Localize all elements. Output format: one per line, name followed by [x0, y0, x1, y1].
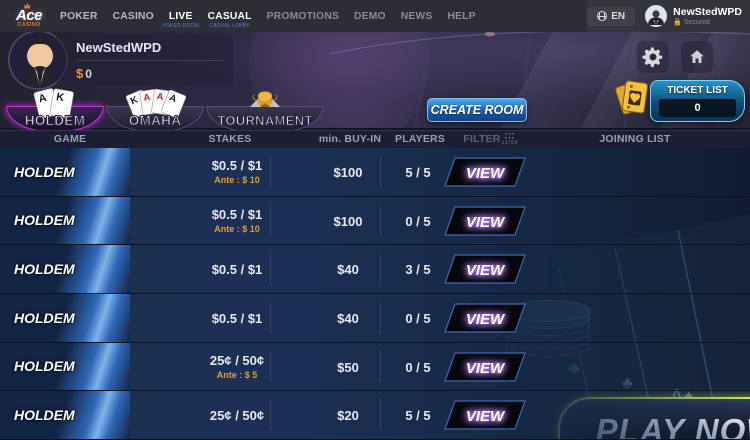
- svg-text:VIEW: VIEW: [466, 360, 506, 377]
- svg-text:VIEW: VIEW: [466, 408, 506, 425]
- svg-text:VIEW: VIEW: [466, 214, 506, 231]
- svg-text:VIEW: VIEW: [466, 262, 506, 279]
- svg-text:VIEW: VIEW: [466, 165, 506, 182]
- svg-text:VIEW: VIEW: [466, 311, 506, 328]
